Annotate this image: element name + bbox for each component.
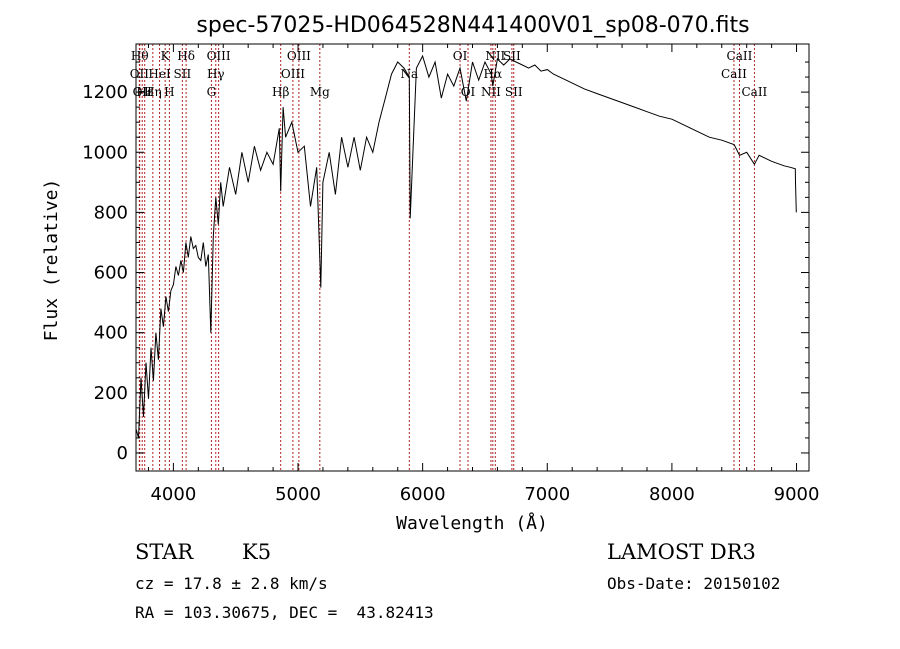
line-label: Hδ [177,49,195,63]
object-type: STAR [135,540,194,564]
line-label: K [161,49,171,63]
x-tick-label: 7000 [524,484,570,505]
y-tick-label: 1200 [82,82,128,103]
line-label: OII [130,67,150,81]
line-label: Hγ [207,67,225,81]
line-label: OI [453,49,468,63]
line-label: Hε [136,85,153,99]
y-axis-label: Flux (relative) [41,179,62,342]
line-label: SII [503,49,521,63]
line-label: Hθ [131,49,149,63]
line-label: SII [505,85,523,99]
line-label: Hη [144,85,162,99]
x-tick-label: 8000 [649,484,695,505]
coordinates: RA = 103.30675, DEC = 43.82413 [135,603,434,622]
line-label: CaII [721,67,747,81]
line-label: Hα [484,67,503,81]
y-tick-label: 800 [94,202,128,223]
line-label: CaII [741,85,767,99]
x-tick-label: 5000 [275,484,321,505]
line-label: HeI [148,67,171,81]
survey-name: LAMOST DR3 [607,540,756,564]
line-label: OIII [281,67,305,81]
y-tick-label: 200 [94,383,128,404]
line-label: OIII [207,49,231,63]
redshift-velocity: cz = 17.8 ± 2.8 km/s [135,574,328,593]
chart-title: spec-57025-HD064528N441400V01_sp08-070.f… [196,13,749,38]
y-axis-ticks: 0 200 400 600 800 1000 1200 [82,61,809,464]
line-label: CaII [727,49,753,63]
emission-line-labels: HθOIIOIIHεHηHeIKHSIIHδGHγOIIIHβOIIIOIIIM… [130,49,768,99]
plot-frame [135,43,810,472]
line-label: Mg [310,85,330,99]
x-axis-ticks: 4000 5000 6000 7000 8000 9000 [147,44,820,505]
x-axis-label: Wavelength (Å) [396,512,548,534]
spectral-subclass: K5 [242,540,272,564]
line-label: SII [174,67,192,81]
line-label: H [164,85,174,99]
line-label: G [207,85,217,99]
observation-date: Obs-Date: 20150102 [607,574,781,593]
y-tick-label: 400 [94,323,128,344]
emission-line-markers [138,44,755,471]
line-label: Hβ [272,85,289,99]
x-tick-label: 6000 [400,484,446,505]
y-tick-label: 1000 [82,142,128,163]
x-tick-label: 9000 [774,484,820,505]
x-tick-label: 4000 [150,484,196,505]
y-tick-label: 0 [117,443,128,464]
spectrum-line [135,54,797,439]
line-label: OIII [287,49,311,63]
line-label: NII [481,85,501,99]
line-label: NII [485,49,505,63]
y-tick-label: 600 [94,263,128,284]
